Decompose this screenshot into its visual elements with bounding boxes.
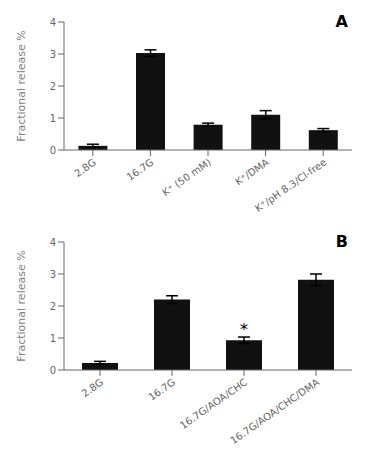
- svg-text:*: *: [240, 320, 248, 339]
- svg-text:4: 4: [50, 17, 56, 28]
- svg-text:4: 4: [50, 237, 56, 248]
- svg-text:2.8G: 2.8G: [72, 156, 98, 179]
- svg-text:2: 2: [50, 81, 56, 92]
- svg-text:3: 3: [50, 269, 56, 280]
- svg-text:K⁺ (50 mM): K⁺ (50 mM): [160, 156, 213, 198]
- svg-text:16.7G: 16.7G: [146, 376, 177, 402]
- svg-text:2.8G: 2.8G: [80, 376, 106, 399]
- svg-text:1: 1: [50, 113, 56, 124]
- svg-text:K⁺/DMA: K⁺/DMA: [233, 156, 271, 187]
- svg-text:2: 2: [50, 301, 56, 312]
- html-text:A: A: [335, 12, 348, 31]
- svg-text:0: 0: [50, 145, 56, 156]
- svg-text:Fractional release %: Fractional release %: [15, 250, 28, 361]
- svg-text:16.7G: 16.7G: [125, 156, 156, 182]
- svg-text:K⁺/pH 8.3/Cl-free: K⁺/pH 8.3/Cl-free: [253, 156, 329, 214]
- svg-text:1: 1: [50, 333, 56, 344]
- svg-text:16.7G/AOA/CHC: 16.7G/AOA/CHC: [178, 376, 249, 431]
- svg-text:Fractional release %: Fractional release %: [15, 30, 28, 141]
- svg-text:3: 3: [50, 49, 56, 60]
- svg-text:16.7G/AOA/CHC/DMA: 16.7G/AOA/CHC/DMA: [228, 376, 321, 446]
- html-text:B: B: [335, 232, 348, 251]
- svg-text:0: 0: [50, 365, 56, 376]
